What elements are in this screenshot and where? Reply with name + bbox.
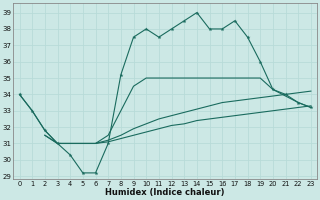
- X-axis label: Humidex (Indice chaleur): Humidex (Indice chaleur): [106, 188, 225, 197]
